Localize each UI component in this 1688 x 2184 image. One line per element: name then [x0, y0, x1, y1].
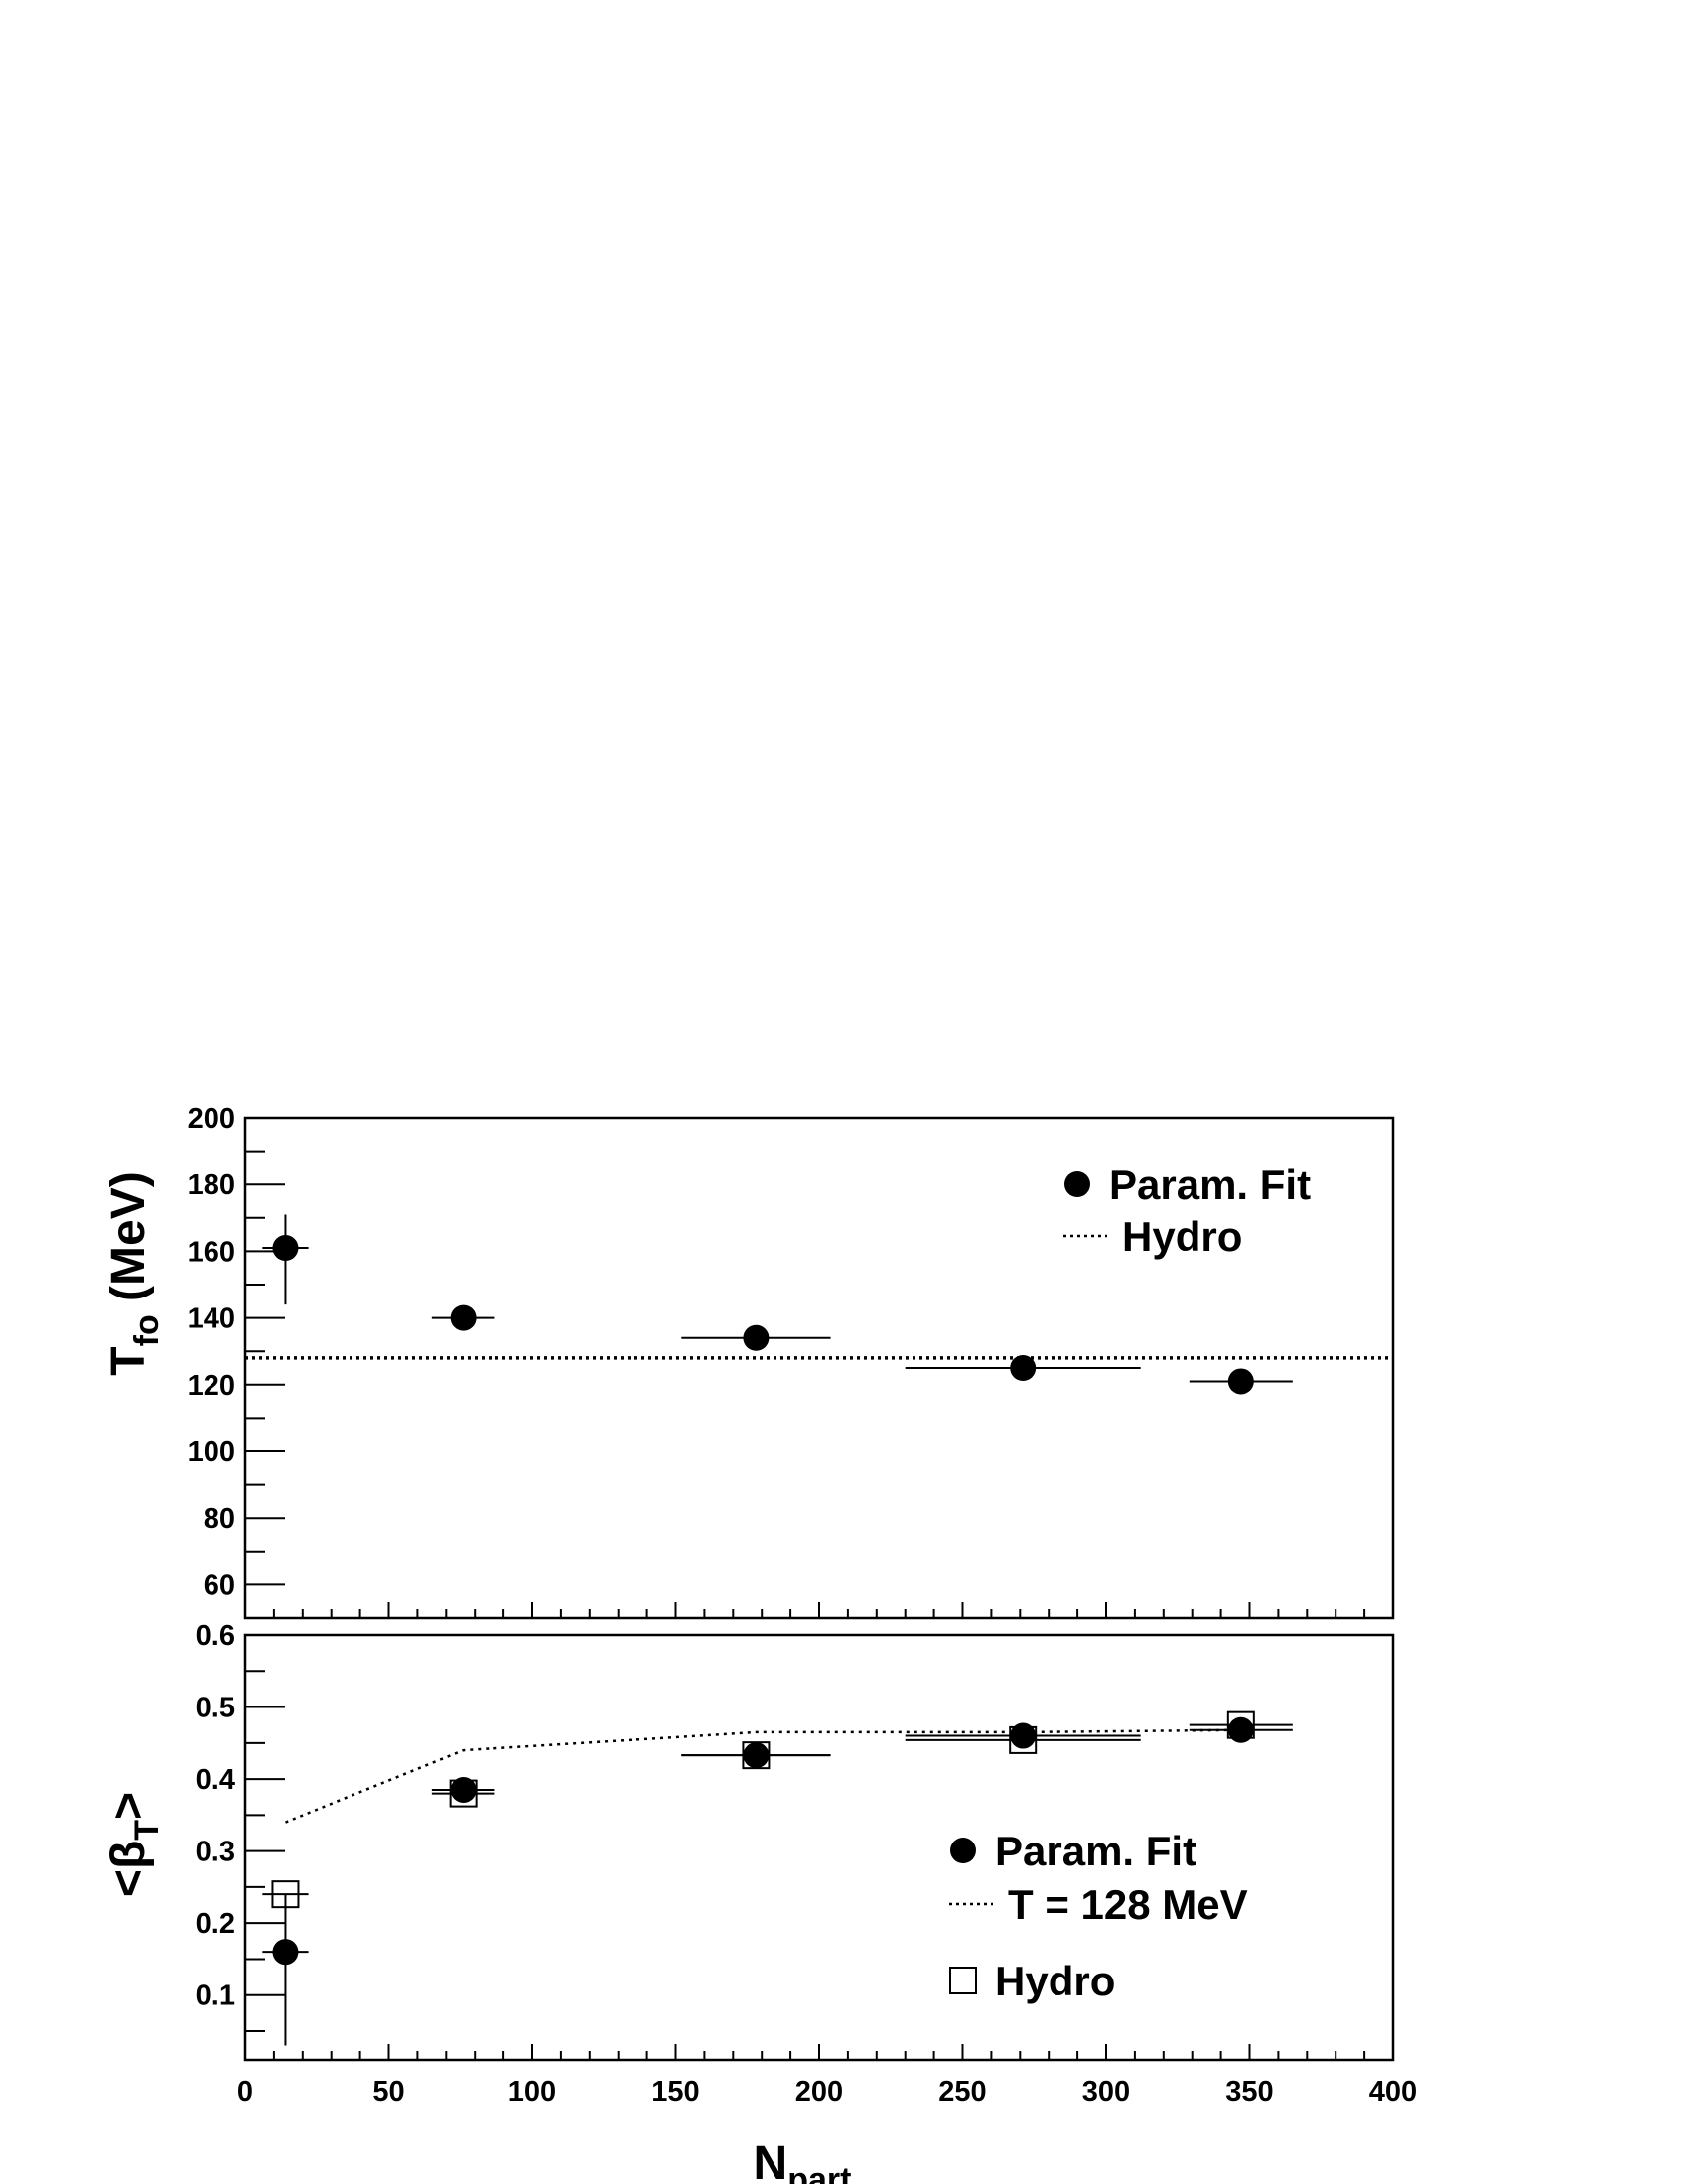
- x-axis-label-sub: part: [787, 2161, 851, 2184]
- bottom-y-axis-label-sub: T: [128, 1820, 166, 1841]
- bottom-series-t-128-mev-line: [284, 1728, 1241, 1824]
- top-series-param-fit-point: [272, 1235, 299, 1262]
- bottom-y-axis-label: <βT>: [102, 1792, 166, 1897]
- bottom-legend-marker: [949, 1967, 977, 1994]
- x-tick-label: 100: [508, 2076, 556, 2108]
- bottom-series-hydro-point: [271, 1880, 300, 1909]
- top-panel: Tfo (MeV) 60 80 100 120 140 160 180 200 Param. F…: [102, 1103, 1395, 1620]
- bottom-legend-label: Hydro: [995, 1958, 1115, 2004]
- top-y-axis-label-main: T: [102, 1346, 155, 1375]
- top-y-tick-label: 60: [204, 1570, 235, 1601]
- top-y-tick-label: 160: [188, 1236, 235, 1268]
- bottom-series-param-fit-point: [272, 1939, 299, 1966]
- x-tick-label: 200: [795, 2076, 843, 2108]
- bottom-y-tick-label: 0.2: [196, 1908, 235, 1940]
- bottom-legend-label: T = 128 MeV: [1008, 1881, 1248, 1928]
- top-y-tick-label: 200: [188, 1103, 235, 1135]
- x-tick-label: 400: [1369, 2076, 1417, 2108]
- x-axis-label: Npart: [754, 2137, 852, 2184]
- top-y-axis-label-sub: fo: [128, 1314, 166, 1346]
- top-y-tick-label: 100: [188, 1436, 235, 1468]
- x-axis-label-main: N: [754, 2137, 788, 2184]
- svg-text:Tfo (MeV): Tfo (MeV): [102, 1171, 166, 1375]
- bottom-series-param-fit-point: [450, 1776, 477, 1803]
- bottom-series-hydro-point: [1009, 1725, 1038, 1754]
- top-y-axis-label-rest: (MeV): [102, 1171, 155, 1314]
- x-tick-label: 50: [372, 2076, 404, 2108]
- top-series-param-fit-point: [450, 1304, 477, 1331]
- top-series-param-fit-point: [1227, 1368, 1254, 1395]
- top-series-param-fit-point: [1010, 1355, 1037, 1381]
- bottom-y-tick-label: 0.4: [196, 1764, 235, 1796]
- bottom-series-param-fit-point: [1010, 1722, 1037, 1749]
- bottom-y-tick-label: 0.6: [196, 1620, 235, 1652]
- bottom-legend-label: Param. Fit: [995, 1828, 1196, 1874]
- top-y-axis-label: Tfo (MeV): [102, 1171, 166, 1375]
- bottom-legend-marker: [950, 1838, 976, 1863]
- bottom-panel: <βT> Npart 0.1 0.2 0.3 0.4 0.5 0.6 0 50 100 150 20…: [102, 1620, 1417, 2184]
- svg-text:<βT>: <βT>: [102, 1792, 166, 1897]
- top-y-tick-label: 80: [204, 1503, 235, 1535]
- top-legend-marker: [1064, 1171, 1090, 1197]
- svg-text:Npart: Npart: [754, 2137, 852, 2184]
- x-tick-label: 350: [1225, 2076, 1273, 2108]
- x-tick-label: 150: [651, 2076, 699, 2108]
- top-series-param-fit-point: [743, 1324, 770, 1351]
- bottom-plot-frame: [243, 1633, 1395, 2062]
- top-y-tick-label: 180: [188, 1169, 235, 1201]
- x-tick-label: 300: [1082, 2076, 1130, 2108]
- top-y-tick-label: 140: [188, 1303, 235, 1335]
- x-tick-label: 250: [938, 2076, 986, 2108]
- bottom-y-axis-label-main: <β: [102, 1841, 155, 1897]
- top-legend-label: Param. Fit: [1109, 1161, 1311, 1208]
- top-y-tick-label: 120: [188, 1370, 235, 1402]
- bottom-series-hydro-point: [742, 1741, 771, 1770]
- x-tick-label: 0: [237, 2076, 253, 2108]
- top-legend-label: Hydro: [1122, 1213, 1242, 1260]
- bottom-y-axis-label-rest: >: [102, 1792, 155, 1820]
- bottom-y-tick-label: 0.5: [196, 1693, 235, 1724]
- bottom-y-tick-label: 0.1: [196, 1980, 235, 2012]
- bottom-series-hydro-point: [449, 1779, 478, 1808]
- bottom-y-tick-label: 0.3: [196, 1837, 235, 1868]
- bottom-series-hydro-point: [1226, 1710, 1255, 1739]
